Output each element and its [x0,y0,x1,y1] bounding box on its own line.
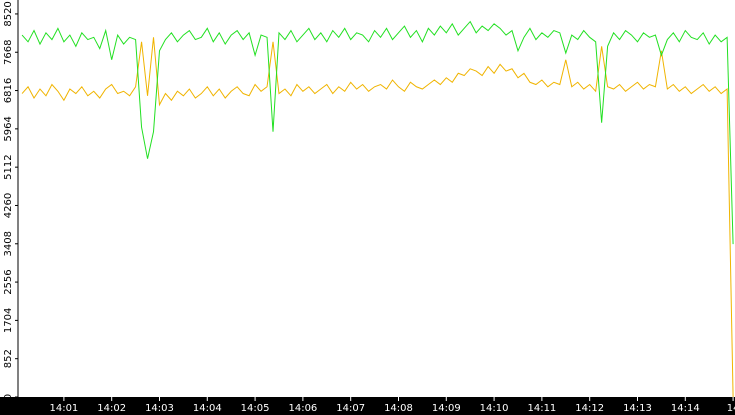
x-tick-label: 14:14 [671,403,700,414]
x-tick-label: 14:07 [336,403,365,414]
y-tick-label: 6816 [3,78,14,103]
x-tick-label: 14:02 [97,403,126,414]
x-tick-label: 14:10 [480,403,509,414]
x-tick-label: 14:12 [575,403,604,414]
y-tick-label: 5112 [3,154,14,179]
y-tick-label: 4260 [3,193,14,218]
series-line [21,20,734,245]
x-tick-label: 14:01 [49,403,78,414]
y-tick-label: 3408 [3,231,14,256]
y-tick-label: 0 [3,394,14,400]
y-tick-label: 8520 [3,1,14,26]
x-tick-label: 14 [727,403,735,414]
x-tick-label: 14:06 [288,403,317,414]
y-tick-label: 1704 [3,308,14,333]
x-tick-label: 14:05 [241,403,270,414]
x-tick-label: 14:11 [527,403,556,414]
x-tick-label: 14:13 [623,403,652,414]
x-tick-label: 14:08 [384,403,413,414]
y-tick-label: 852 [3,349,14,368]
y-tick-label: 2556 [3,269,14,294]
y-tick-label: 5964 [3,116,14,141]
x-axis-band [0,397,735,415]
x-tick-label: 14:03 [145,403,174,414]
y-tick-label: 7668 [3,40,14,65]
x-tick-label: 14:09 [432,403,461,414]
series-line [21,37,734,398]
x-tick-label: 14:04 [193,403,222,414]
